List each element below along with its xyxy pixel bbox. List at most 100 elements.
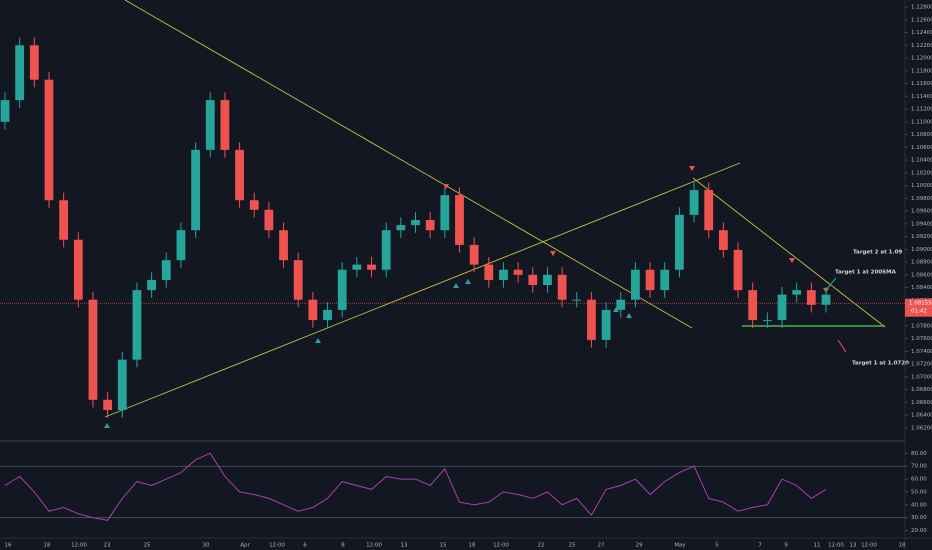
x-tick-label: May bbox=[674, 543, 686, 549]
candle-body bbox=[689, 190, 699, 215]
candle-body bbox=[587, 299, 596, 340]
current-price-box bbox=[905, 298, 932, 317]
y-tick-label: 20.00 bbox=[911, 528, 927, 534]
trendlines bbox=[104, 0, 886, 418]
y-tick-label: 1.11200 bbox=[911, 107, 932, 113]
y-tick-label: 1.09200 bbox=[911, 234, 932, 240]
y-tick-label: 1.10600 bbox=[911, 145, 932, 151]
y-tick-label: 1.07000 bbox=[911, 374, 932, 380]
candle-body bbox=[205, 100, 215, 150]
y-tick-label: 60.00 bbox=[911, 477, 927, 483]
y-tick-label: 1.11000 bbox=[911, 119, 932, 125]
candle-body bbox=[513, 269, 523, 275]
candle-body bbox=[792, 290, 802, 295]
candle-body bbox=[249, 200, 259, 210]
y-tick-label: 1.07200 bbox=[911, 362, 932, 368]
x-tick-label: 11 bbox=[814, 543, 821, 549]
arrow bbox=[550, 251, 556, 256]
candle-body bbox=[411, 220, 420, 226]
y-tick-label: 1.10000 bbox=[911, 183, 932, 189]
target-arrow-down bbox=[837, 339, 847, 353]
x-tick-label: 12:00 bbox=[861, 543, 877, 549]
candle-body bbox=[674, 214, 684, 270]
countdown-label: 01:42 bbox=[911, 309, 927, 315]
x-tick-label: 23 bbox=[104, 543, 111, 549]
candle-body bbox=[718, 230, 728, 250]
y-tick-label: 1.06600 bbox=[911, 400, 932, 406]
x-tick-label: 12:00 bbox=[366, 543, 382, 549]
y-tick-label: 1.08600 bbox=[911, 272, 932, 278]
y-tick-label: 1.09800 bbox=[911, 196, 932, 202]
candle-body bbox=[264, 209, 274, 231]
candle-body bbox=[557, 274, 567, 300]
annotation: Target 1 at 1.0720 bbox=[852, 361, 909, 367]
y-tick-label: 1.07400 bbox=[911, 349, 932, 355]
candle-body bbox=[821, 294, 831, 305]
x-tick-label: 15 bbox=[440, 543, 447, 549]
y-tick-label: 80.00 bbox=[911, 451, 927, 457]
y-tick-label: 1.08800 bbox=[911, 260, 932, 266]
candle-body bbox=[806, 290, 816, 305]
y-tick-label: 1.07600 bbox=[911, 336, 932, 342]
candle-body bbox=[308, 299, 318, 321]
y-tick-label: 1.12400 bbox=[911, 30, 932, 36]
candle-body bbox=[235, 149, 244, 201]
candle-body bbox=[528, 274, 538, 286]
candle-body bbox=[396, 225, 406, 231]
candle-body bbox=[15, 45, 25, 101]
y-tick-label: 70.00 bbox=[911, 464, 927, 470]
x-tick-label: 9 bbox=[784, 543, 788, 549]
candle-body bbox=[440, 195, 450, 231]
y-tick-label: 1.09400 bbox=[911, 221, 932, 227]
y-tick-label: 1.12200 bbox=[911, 43, 932, 49]
candle-body bbox=[191, 149, 200, 231]
arrow bbox=[613, 307, 619, 312]
x-tick-label: 22 bbox=[538, 543, 545, 549]
x-tick-label: 13 bbox=[850, 543, 857, 549]
candle-body bbox=[455, 195, 464, 245]
candle-body bbox=[132, 290, 142, 360]
candle-body bbox=[176, 230, 186, 261]
y-tick-label: 1.11600 bbox=[911, 81, 932, 87]
rsi-line bbox=[4, 452, 827, 521]
x-tick-label: 18 bbox=[44, 543, 51, 549]
annotation: Target 2 at 1.09 bbox=[853, 250, 902, 256]
y-tick-label: 1.10400 bbox=[911, 158, 932, 164]
candle-body bbox=[762, 320, 772, 322]
y-tick-label: 1.06400 bbox=[911, 413, 932, 419]
y-tick-label: 1.12600 bbox=[911, 17, 932, 23]
candle-body bbox=[381, 230, 391, 270]
x-tick-label: 25 bbox=[144, 543, 151, 549]
candle-body bbox=[616, 299, 626, 310]
candle-body bbox=[0, 100, 10, 122]
candle-body bbox=[44, 79, 54, 201]
arrow bbox=[465, 279, 471, 284]
candle-body bbox=[484, 264, 494, 280]
y-tick-label: 1.12800 bbox=[911, 5, 932, 11]
candle-body bbox=[279, 230, 288, 261]
x-tick-label: 12:00 bbox=[269, 543, 285, 549]
annotation: Target 1 at 200SMA bbox=[835, 270, 897, 276]
candle-body bbox=[704, 190, 714, 231]
candle-body bbox=[367, 264, 376, 270]
y-tick-label: 1.10200 bbox=[911, 170, 932, 176]
y-tick-label: 50.00 bbox=[911, 489, 927, 495]
x-tick-label: 13 bbox=[401, 543, 408, 549]
target-arrow-up bbox=[825, 277, 837, 291]
x-tick-label: 12:00 bbox=[493, 543, 509, 549]
candle-body bbox=[323, 309, 332, 321]
candle-body bbox=[425, 220, 435, 231]
up-arrows bbox=[104, 279, 632, 428]
x-tick-label: 5 bbox=[715, 543, 719, 549]
trendline bbox=[692, 177, 886, 328]
candle-body bbox=[29, 45, 39, 80]
x-tick-label: 16 bbox=[5, 543, 12, 549]
candle-body bbox=[293, 260, 303, 300]
candle-body bbox=[777, 294, 787, 321]
y-tick-label: 1.09600 bbox=[911, 209, 932, 215]
y-tick-label: 1.08400 bbox=[911, 285, 932, 291]
candle-body bbox=[499, 269, 508, 280]
y-tick-label: 1.06200 bbox=[911, 425, 932, 431]
